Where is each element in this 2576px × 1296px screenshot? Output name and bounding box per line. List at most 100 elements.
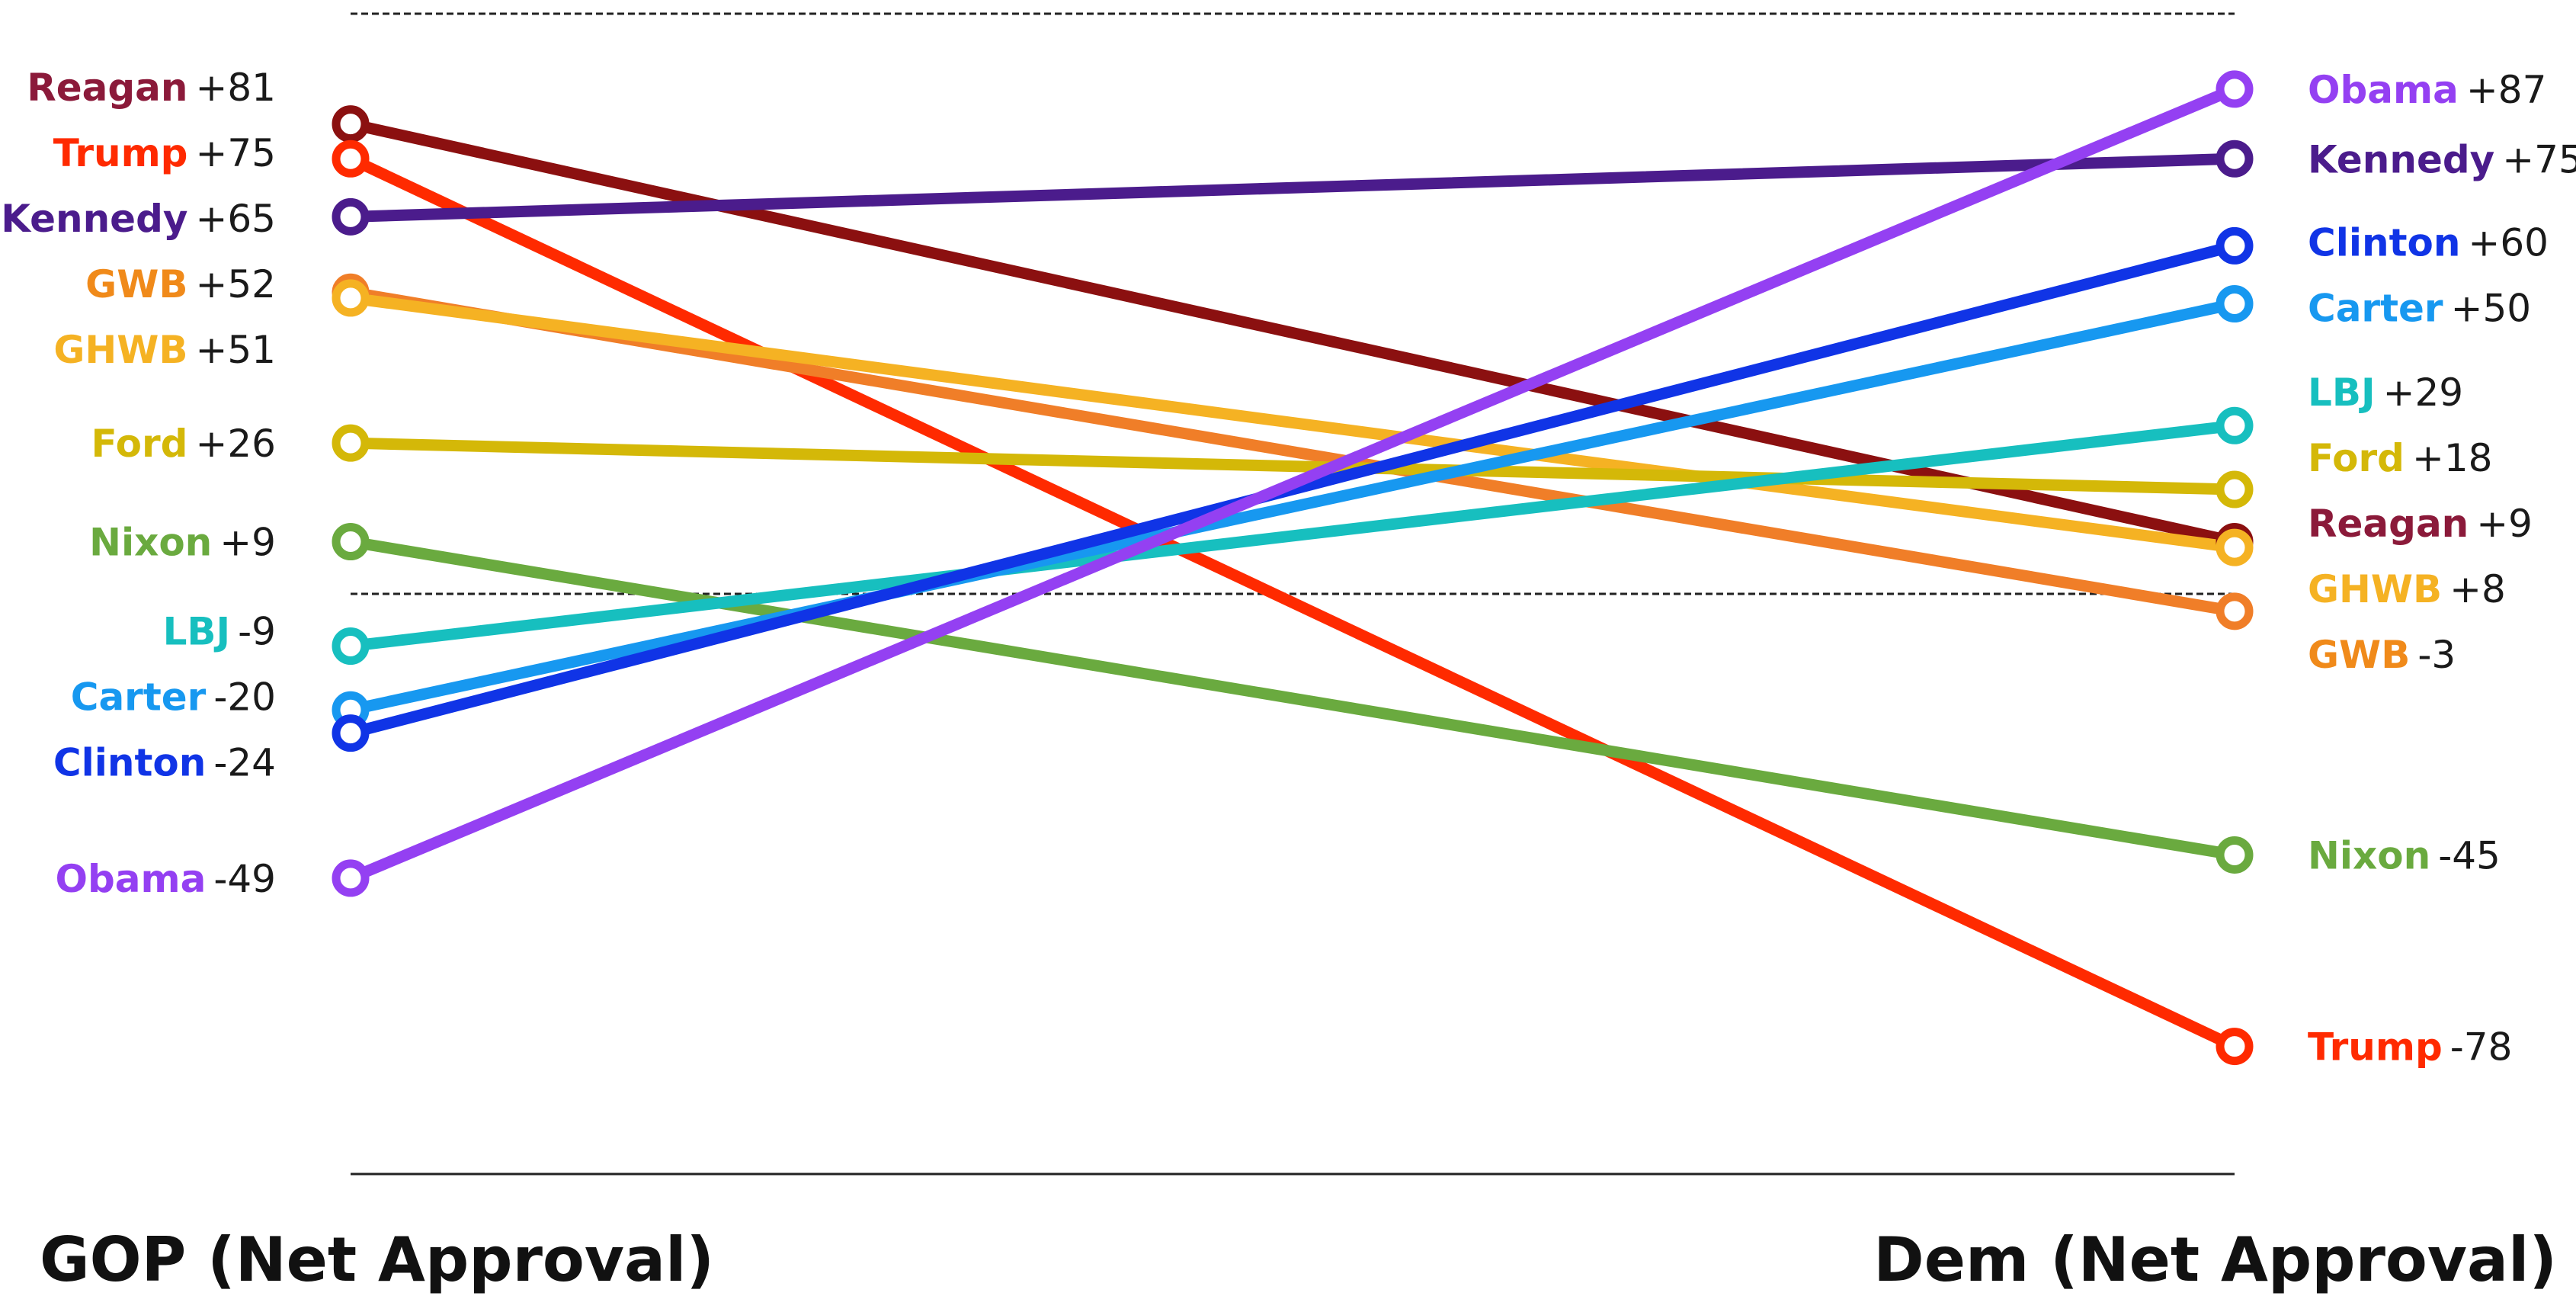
- dem-label-name-clinton: Clinton: [2308, 220, 2460, 265]
- gop-label-kennedy: Kennedy +65: [1, 197, 276, 241]
- point-dem-lbj: [2216, 406, 2254, 444]
- point-gop-clinton: [332, 714, 370, 752]
- dem-label-value-kennedy: +75: [2502, 137, 2576, 181]
- dem-label-carter: Carter +50: [2308, 286, 2531, 330]
- point-gop-nixon: [332, 523, 370, 561]
- dem-label-value-nixon: -45: [2438, 833, 2501, 877]
- gop-label-value-clinton: -24: [213, 740, 276, 784]
- dem-label-gwb: GWB -3: [2308, 633, 2456, 677]
- slope-line-reagan: [344, 118, 2241, 548]
- dem-label-value-obama: +87: [2466, 68, 2547, 112]
- gop-label-value-lbj: -9: [238, 609, 276, 653]
- point-gop-ghwb: [332, 279, 370, 317]
- gop-label-name-reagan: Reagan: [27, 66, 187, 110]
- dem-label-ford: Ford +18: [2308, 436, 2492, 480]
- slope-line-carter: [344, 298, 2241, 716]
- point-gop-kennedy: [332, 197, 370, 236]
- gop-label-value-obama: -49: [213, 857, 276, 901]
- gop-label-name-carter: Carter: [71, 675, 207, 719]
- dem-label-value-carter: +50: [2451, 286, 2532, 330]
- point-dem-carter: [2216, 285, 2254, 322]
- gop-axis-title: GOP (Net Approval): [40, 1224, 714, 1295]
- endpoint-markers: [332, 70, 2254, 1066]
- dem-label-name-ford: Ford: [2308, 436, 2405, 480]
- dem-label-clinton: Clinton +60: [2308, 220, 2549, 265]
- gop-label-trump: Trump +75: [53, 131, 276, 175]
- slope-lines: [344, 83, 2241, 1053]
- gop-label-nixon: Nixon +9: [89, 521, 276, 565]
- gop-label-name-ford: Ford: [91, 422, 188, 466]
- dem-label-value-ford: +18: [2412, 436, 2493, 480]
- slope-line-gwb: [344, 286, 2241, 618]
- gop-label-name-ghwb: GHWB: [53, 328, 187, 372]
- point-dem-gwb: [2216, 592, 2254, 630]
- gop-label-name-clinton: Clinton: [53, 740, 206, 784]
- point-gop-obama: [332, 859, 370, 897]
- dem-label-name-reagan: Reagan: [2308, 502, 2469, 546]
- dem-label-ghwb: GHWB +8: [2308, 567, 2506, 611]
- dem-label-name-nixon: Nixon: [2308, 833, 2430, 877]
- gop-label-name-gwb: GWB: [85, 262, 187, 306]
- gop-label-value-ghwb: +51: [195, 328, 276, 372]
- dem-label-value-clinton: +60: [2468, 220, 2549, 265]
- point-dem-obama: [2216, 70, 2254, 108]
- gop-label-value-ford: +26: [195, 422, 276, 466]
- dem-label-nixon: Nixon -45: [2308, 833, 2501, 877]
- gop-label-value-carter: -20: [213, 675, 276, 719]
- dem-label-name-gwb: GWB: [2308, 633, 2410, 677]
- point-dem-kennedy: [2216, 140, 2254, 178]
- gop-label-name-nixon: Nixon: [89, 521, 212, 565]
- dem-label-name-carter: Carter: [2308, 286, 2443, 330]
- gop-label-carter: Carter -20: [71, 675, 276, 719]
- slope-line-lbj: [344, 419, 2241, 652]
- gop-label-lbj: LBJ -9: [163, 609, 276, 653]
- dem-label-name-ghwb: GHWB: [2308, 567, 2442, 611]
- dem-label-value-trump: -78: [2450, 1025, 2513, 1070]
- dem-axis-title: Dem (Net Approval): [1873, 1224, 2557, 1295]
- dem-label-name-lbj: LBJ: [2308, 371, 2376, 415]
- dem-label-value-ghwb: +8: [2449, 567, 2506, 611]
- gop-label-ghwb: GHWB +51: [53, 328, 276, 372]
- gop-label-value-trump: +75: [195, 131, 276, 175]
- dem-label-name-trump: Trump: [2308, 1025, 2443, 1070]
- slope-line-nixon: [344, 536, 2241, 861]
- point-dem-ghwb: [2216, 528, 2254, 566]
- slope-line-trump: [344, 152, 2241, 1053]
- dem-label-value-lbj: +29: [2383, 371, 2464, 415]
- point-gop-lbj: [332, 627, 370, 665]
- slope-line-ford: [344, 437, 2241, 496]
- point-dem-ford: [2216, 470, 2254, 508]
- gop-label-ford: Ford +26: [91, 422, 276, 466]
- point-dem-trump: [2216, 1028, 2254, 1066]
- gop-label-reagan: Reagan +81: [27, 66, 276, 110]
- dem-label-reagan: Reagan +9: [2308, 502, 2533, 546]
- dem-label-kennedy: Kennedy +75: [2308, 137, 2576, 181]
- dem-label-name-kennedy: Kennedy: [2308, 137, 2494, 181]
- point-gop-ford: [332, 424, 370, 462]
- gop-label-value-gwb: +52: [195, 262, 276, 306]
- dem-labels: Reagan +9 Trump -78 Kennedy +75 GWB -3 GHWB +8 For…: [2308, 68, 2576, 1070]
- dem-label-name-obama: Obama: [2308, 68, 2459, 112]
- gop-label-obama: Obama -49: [55, 857, 276, 901]
- dem-label-value-gwb: -3: [2417, 633, 2456, 677]
- slope-line-obama: [344, 83, 2241, 884]
- gop-label-value-kennedy: +65: [195, 197, 276, 241]
- point-gop-reagan: [332, 105, 370, 143]
- gop-label-clinton: Clinton -24: [53, 740, 276, 784]
- gop-label-name-lbj: LBJ: [163, 609, 231, 653]
- gop-label-name-trump: Trump: [53, 131, 188, 175]
- gop-label-gwb: GWB +52: [85, 262, 276, 306]
- dem-label-value-reagan: +9: [2476, 502, 2533, 546]
- gop-label-value-nixon: +9: [219, 521, 276, 565]
- dem-label-obama: Obama +87: [2308, 68, 2546, 112]
- slope-line-kennedy: [344, 152, 2241, 223]
- dem-label-lbj: LBJ +29: [2308, 371, 2463, 415]
- slope-line-ghwb: [344, 292, 2241, 553]
- gop-label-name-obama: Obama: [55, 857, 206, 901]
- gop-label-name-kennedy: Kennedy: [1, 197, 187, 241]
- dem-label-trump: Trump -78: [2308, 1025, 2512, 1070]
- gop-label-value-reagan: +81: [195, 66, 276, 110]
- point-gop-trump: [332, 140, 370, 178]
